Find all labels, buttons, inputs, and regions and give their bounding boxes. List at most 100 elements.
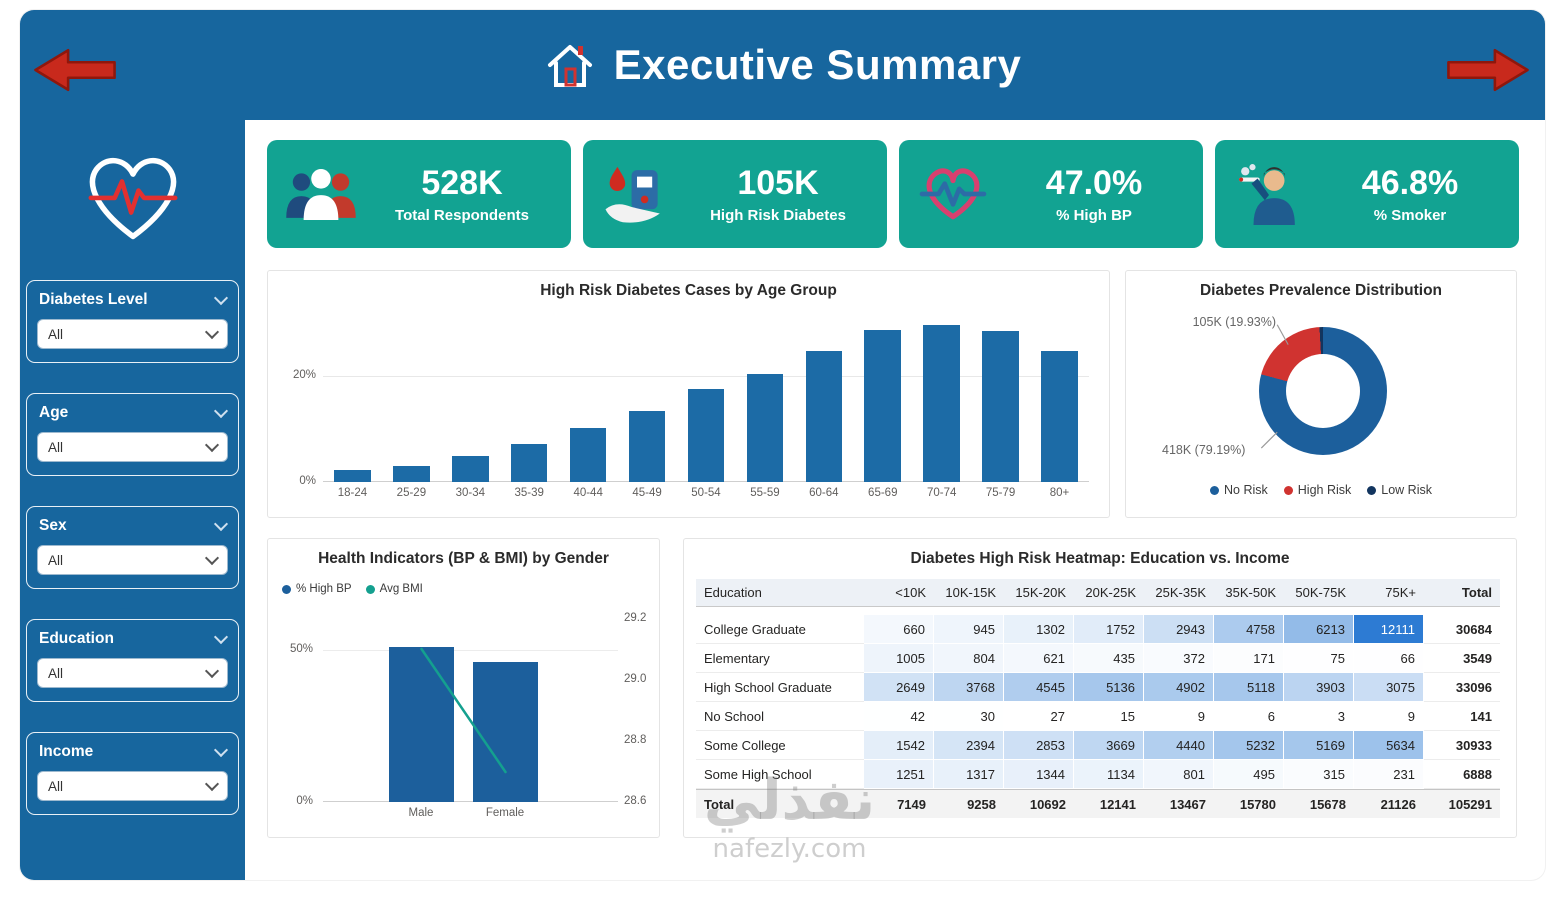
kpi-label: % High BP	[1056, 206, 1132, 224]
heatmap-cell[interactable]: 30	[934, 702, 1004, 731]
legend-item-high-risk[interactable]: High Risk	[1283, 483, 1351, 497]
heatmap-cell[interactable]: 495	[1214, 760, 1284, 789]
bar-40-44[interactable]	[569, 428, 607, 482]
filter-header[interactable]: Income	[37, 742, 229, 761]
heatmap-cell[interactable]: 5232	[1214, 731, 1284, 760]
heatmap-cell[interactable]: 1344	[1004, 760, 1074, 789]
heatmap-cell[interactable]: 2853	[1004, 731, 1074, 760]
heatmap-cell[interactable]: 4545	[1004, 673, 1074, 702]
filter-dropdown[interactable]: All	[37, 319, 228, 349]
bar-slot	[912, 325, 971, 482]
arrow-left-icon[interactable]	[32, 44, 118, 96]
donut-hole	[1286, 354, 1360, 428]
heatmap-cell[interactable]: 1752	[1074, 615, 1144, 644]
filter-selected-value: All	[48, 439, 64, 455]
heatmap-cell[interactable]: 13467	[1144, 789, 1214, 818]
heatmap-cell[interactable]: 1005	[864, 644, 934, 673]
heatmap-cell[interactable]: 5136	[1074, 673, 1144, 702]
heatmap-cell[interactable]: 621	[1004, 644, 1074, 673]
heatmap-cell[interactable]: 6213	[1284, 615, 1354, 644]
heatmap-cell[interactable]: 12141	[1074, 789, 1144, 818]
heatmap-cell[interactable]: 15678	[1284, 789, 1354, 818]
bar-male[interactable]	[389, 647, 454, 802]
bar-female[interactable]	[473, 662, 538, 802]
heatmap-panel: Diabetes High Risk Heatmap: Education vs…	[683, 538, 1517, 838]
filter-dropdown[interactable]: All	[37, 545, 228, 575]
heatmap-cell[interactable]: 1317	[934, 760, 1004, 789]
page-title: Executive Summary	[613, 41, 1022, 88]
heatmap-cell[interactable]: 4440	[1144, 731, 1214, 760]
bar-18-24[interactable]	[334, 470, 371, 482]
heatmap-cell[interactable]: 75	[1284, 644, 1354, 673]
bar-80+[interactable]	[1041, 351, 1078, 482]
heatmap-cell[interactable]: 3768	[934, 673, 1004, 702]
heatmap-cell[interactable]: 4758	[1214, 615, 1284, 644]
heatmap-cell[interactable]: 2394	[934, 731, 1004, 760]
heatmap-cell[interactable]: 315	[1284, 760, 1354, 789]
legend-item-low-risk[interactable]: Low Risk	[1367, 483, 1432, 497]
heatmap-cell[interactable]: 21126	[1354, 789, 1424, 818]
bar-45-49[interactable]	[628, 411, 666, 482]
heatmap-cell[interactable]: 1251	[864, 760, 934, 789]
heatmap-cell[interactable]: 7149	[864, 789, 934, 818]
heatmap-cell[interactable]: 945	[934, 615, 1004, 644]
legend-item-no-risk[interactable]: No Risk	[1210, 483, 1268, 497]
heatmap-cell[interactable]: 3	[1284, 702, 1354, 731]
heatmap-cell[interactable]: 435	[1074, 644, 1144, 673]
heatmap-cell[interactable]: 372	[1144, 644, 1214, 673]
heatmap-cell[interactable]: 15	[1074, 702, 1144, 731]
heatmap-cell[interactable]: 3075	[1354, 673, 1424, 702]
heatmap-cell[interactable]: 5118	[1214, 673, 1284, 702]
heatmap-cell[interactable]: 10692	[1004, 789, 1074, 818]
heatmap-cell[interactable]: 42	[864, 702, 934, 731]
filter-label: Age	[39, 404, 69, 421]
heatmap-cell[interactable]: 1542	[864, 731, 934, 760]
heatmap-cell[interactable]: 3669	[1074, 731, 1144, 760]
heatmap-cell[interactable]: 1134	[1074, 760, 1144, 789]
heatmap-cell[interactable]: 12111	[1354, 615, 1424, 644]
heatmap-cell[interactable]: 9	[1144, 702, 1214, 731]
heatmap-cell[interactable]: 171	[1214, 644, 1284, 673]
heatmap-cell[interactable]: 231	[1354, 760, 1424, 789]
filter-header[interactable]: Education	[37, 629, 229, 648]
legend-item--high-bp[interactable]: % High BP	[282, 583, 352, 595]
arrow-right-icon[interactable]	[1445, 44, 1531, 96]
bar-30-34[interactable]	[452, 456, 489, 482]
bar-60-64[interactable]	[805, 351, 843, 482]
heatmap-cell[interactable]: 15780	[1214, 789, 1284, 818]
filter-header[interactable]: Age	[37, 403, 229, 422]
filter-header[interactable]: Sex	[37, 516, 229, 535]
heatmap-body: College Graduate 660 945 1302 1752 2943 4758 62…	[696, 615, 1504, 818]
kpi-body: 105K High Risk Diabetes	[675, 164, 881, 223]
bar-55-59[interactable]	[746, 374, 784, 482]
bar-35-39[interactable]	[510, 444, 548, 482]
heatmap-cell[interactable]: 66	[1354, 644, 1424, 673]
bar-25-29[interactable]	[393, 466, 430, 482]
filter-dropdown[interactable]: All	[37, 658, 228, 688]
bar-50-54[interactable]	[687, 389, 725, 482]
bar-75-79[interactable]	[982, 331, 1019, 482]
heatmap-cell[interactable]: 3903	[1284, 673, 1354, 702]
heatmap-cell[interactable]: 5169	[1284, 731, 1354, 760]
heatmap-cell[interactable]: 9258	[934, 789, 1004, 818]
legend-item-avg-bmi[interactable]: Avg BMI	[365, 583, 423, 595]
legend-label: Low Risk	[1381, 483, 1432, 497]
filter-dropdown[interactable]: All	[37, 432, 228, 462]
heatmap-cell[interactable]: 4902	[1144, 673, 1214, 702]
heatmap-cell[interactable]: 6	[1214, 702, 1284, 731]
heatmap-cell[interactable]: 27	[1004, 702, 1074, 731]
heatmap-cell[interactable]: 2943	[1144, 615, 1214, 644]
filter-label: Diabetes Level	[39, 291, 148, 308]
heatmap-cell[interactable]: 1302	[1004, 615, 1074, 644]
filter-header[interactable]: Diabetes Level	[37, 290, 229, 309]
heatmap-cell[interactable]: 5634	[1354, 731, 1424, 760]
heatmap-cell[interactable]: 804	[934, 644, 1004, 673]
left-axis-tick: 0%	[296, 795, 313, 807]
heatmap-cell[interactable]: 660	[864, 615, 934, 644]
heatmap-cell[interactable]: 801	[1144, 760, 1214, 789]
bar-65-69[interactable]	[864, 330, 902, 482]
heatmap-cell[interactable]: 9	[1354, 702, 1424, 731]
bar-70-74[interactable]	[923, 325, 960, 482]
filter-dropdown[interactable]: All	[37, 771, 228, 801]
heatmap-cell[interactable]: 2649	[864, 673, 934, 702]
